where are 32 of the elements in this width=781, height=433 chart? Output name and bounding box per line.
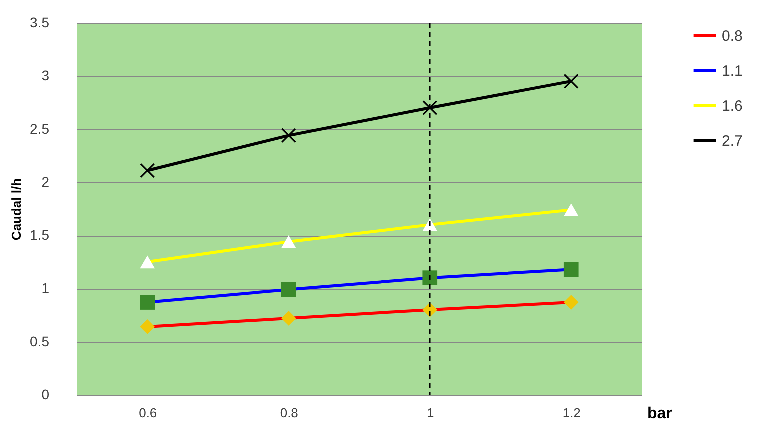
point xyxy=(564,204,579,216)
y-tick-label: 2.5 xyxy=(30,120,50,137)
x-tick-label: 1 xyxy=(427,406,434,420)
point xyxy=(281,128,296,144)
legend-label: 2.7 xyxy=(722,133,743,150)
legend-label: 1.6 xyxy=(722,98,743,115)
point xyxy=(281,311,296,326)
x-tick-label: 0.8 xyxy=(280,406,298,420)
point xyxy=(281,282,296,298)
y-tick-label: 2 xyxy=(42,174,50,190)
y-tick-label: 3 xyxy=(42,68,50,84)
x-axis-title: bar xyxy=(648,406,672,422)
y-tick-label: 0.5 xyxy=(30,333,50,350)
point xyxy=(140,163,156,178)
y-tick-label: 0 xyxy=(42,386,50,402)
y-tick-label: 1.5 xyxy=(30,227,50,244)
point xyxy=(564,295,579,310)
x-tick-label: 1.2 xyxy=(562,406,581,420)
y-axis-title: Caudal l/h xyxy=(9,178,24,241)
point xyxy=(140,256,156,269)
y-tick-label: 3.5 xyxy=(30,14,50,30)
y-tick-label: 1 xyxy=(42,280,50,296)
point xyxy=(281,236,296,248)
point xyxy=(422,100,438,116)
legend-label: 0.8 xyxy=(722,28,743,45)
point xyxy=(564,262,579,277)
point xyxy=(564,74,579,89)
x-tick-label: 0.6 xyxy=(139,406,158,420)
point xyxy=(140,320,156,334)
point xyxy=(422,270,438,286)
legend-label: 1.1 xyxy=(722,63,743,80)
point xyxy=(140,295,156,310)
